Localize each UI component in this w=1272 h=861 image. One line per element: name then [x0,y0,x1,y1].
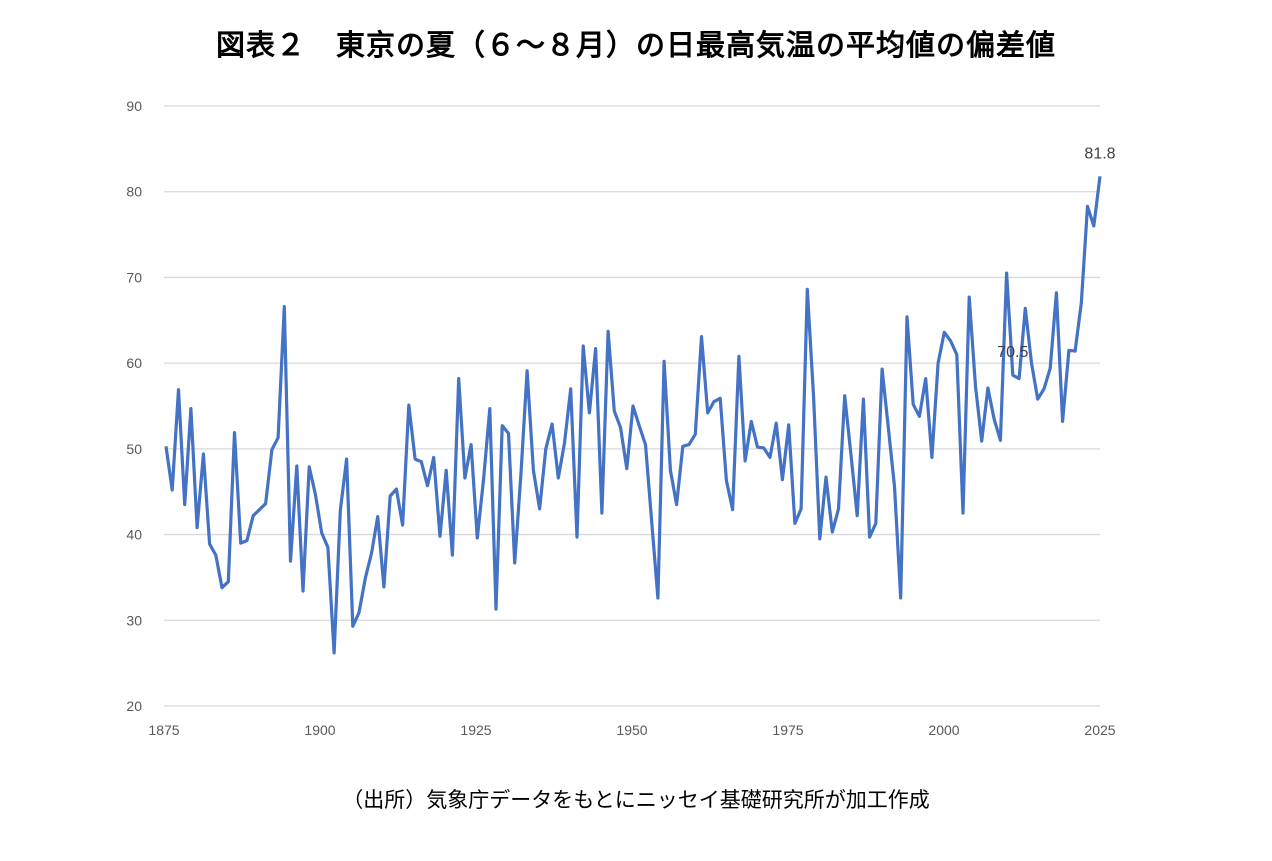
x-tick-label: 1925 [460,722,491,738]
x-axis-ticks: 1875 1900 1925 1950 1975 2000 2025 [148,722,1115,738]
chart-title: 図表２ 東京の夏（６～８月）の日最高気温の平均値の偏差値 [215,28,1056,62]
x-tick-label: 2000 [928,722,959,738]
y-tick-label: 90 [126,98,142,114]
y-tick-label: 70 [126,269,142,285]
x-tick-label: 2025 [1084,722,1115,738]
y-tick-label: 40 [126,527,142,543]
y-tick-label: 50 [126,441,142,457]
y-tick-label: 60 [126,355,142,371]
source-note: （出所）気象庁データをもとにニッセイ基礎研究所が加工作成 [342,788,930,812]
data-label: 81.8 [1084,145,1115,162]
gridlines [164,105,1100,707]
y-tick-label: 20 [126,698,142,714]
data-label: 70.5 [997,344,1028,361]
x-tick-label: 1875 [148,722,179,738]
y-axis-ticks: 20 30 40 50 60 70 80 90 [126,98,142,714]
y-tick-label: 80 [126,184,142,200]
x-tick-label: 1975 [772,722,803,738]
series-line [164,176,1102,655]
y-tick-label: 30 [126,612,142,628]
data-labels: 70.5 81.8 [997,145,1115,361]
x-tick-label: 1900 [304,722,335,738]
x-tick-label: 1950 [616,722,647,738]
